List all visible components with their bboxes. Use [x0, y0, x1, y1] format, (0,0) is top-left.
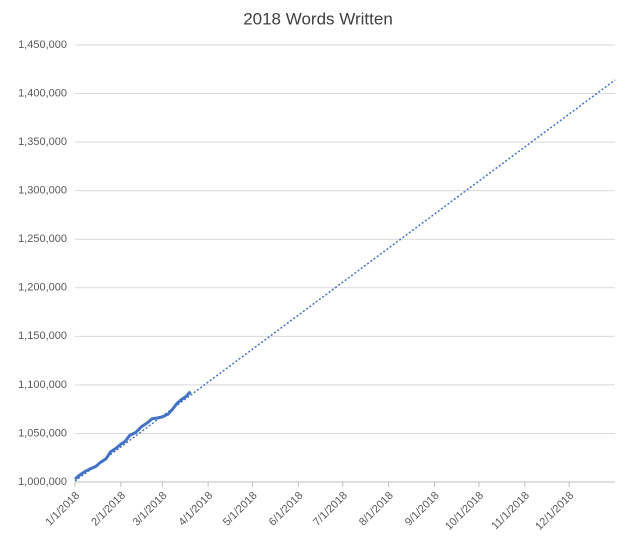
y-tick-label: 1,300,000	[18, 185, 67, 197]
y-tick-label: 1,400,000	[18, 87, 67, 99]
x-tick-label: 9/1/2018	[403, 490, 442, 529]
x-tick-label: 7/1/2018	[311, 490, 350, 529]
data-line	[74, 390, 192, 481]
x-tick-label: 11/1/2018	[489, 490, 532, 533]
y-tick-label: 1,450,000	[18, 39, 67, 51]
y-tick-label: 1,200,000	[18, 282, 67, 294]
x-tick-label: 8/1/2018	[357, 490, 396, 529]
x-tick-label: 6/1/2018	[267, 490, 306, 529]
y-tick-label: 1,000,000	[18, 476, 67, 488]
x-tick-label: 2/1/2018	[89, 490, 128, 529]
y-tick-label: 1,050,000	[18, 427, 67, 439]
trend-line	[74, 79, 616, 482]
x-tick-label: 1/1/2018	[43, 490, 82, 529]
y-tick-label: 1,350,000	[18, 136, 67, 148]
chart-title: 2018 Words Written	[243, 9, 393, 28]
x-tick-label: 4/1/2018	[177, 490, 216, 529]
x-tick-label: 10/1/2018	[443, 490, 486, 533]
x-tick-label: 5/1/2018	[221, 490, 260, 529]
y-tick-label: 1,100,000	[18, 379, 67, 391]
x-tick-label: 3/1/2018	[131, 490, 170, 529]
x-tick-label: 12/1/2018	[533, 490, 576, 533]
y-tick-label: 1,150,000	[18, 330, 67, 342]
y-tick-label: 1,250,000	[18, 233, 67, 245]
